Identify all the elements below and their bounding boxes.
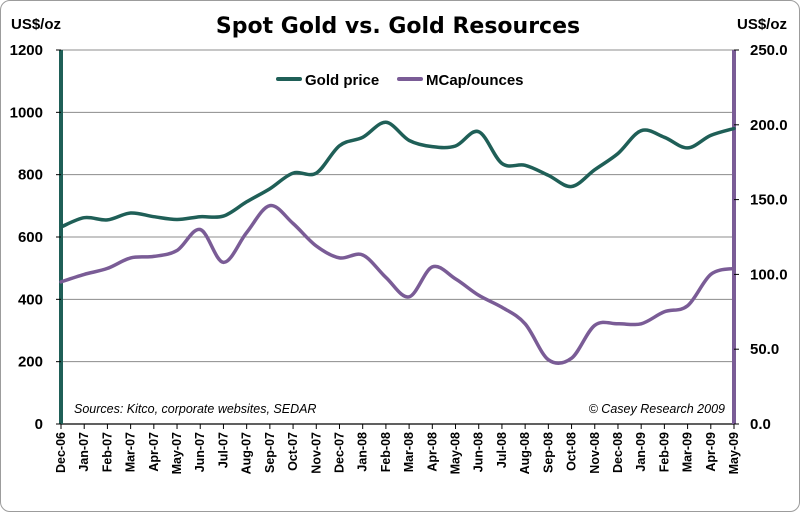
copyright-note: © Casey Research 2009: [589, 402, 725, 416]
y-left-tick-label: 800: [18, 167, 43, 184]
y-left-tick-labels: 0 200 400 600 800 1000 1200: [10, 42, 43, 433]
x-tick-label: Jul-08: [495, 432, 509, 468]
x-tick-label: Jan-07: [77, 432, 91, 472]
x-tick-label: May-09: [727, 432, 741, 474]
x-tick-label: Feb-08: [379, 432, 393, 472]
x-tick-label: Jun-07: [193, 432, 207, 472]
x-tick-label: Jan-08: [356, 432, 370, 472]
chart-title: Spot Gold vs. Gold Resources: [216, 14, 580, 39]
x-tick-label: Dec-06: [54, 432, 68, 473]
legend-label-mcap-ounces: MCap/ounces: [426, 72, 524, 89]
x-tick-label: Feb-09: [657, 432, 671, 472]
y-right-tick-label: 0.0: [750, 416, 771, 433]
y-right-tick-labels: 0.0 50.0 100.0 150.0 200.0 250.0: [750, 42, 788, 433]
x-tick-label: May-08: [449, 432, 463, 474]
x-tick-label: Nov-07: [309, 432, 323, 474]
x-tick-label: Sep-08: [541, 432, 555, 473]
x-tick-label: Jun-08: [472, 432, 486, 472]
y-left-tick-label: 200: [18, 354, 43, 371]
x-tick-label: Oct-08: [565, 432, 579, 471]
y-right-tick-label: 200.0: [750, 117, 788, 134]
y-right-tick-label: 150.0: [750, 192, 788, 209]
x-tick-label: Aug-08: [518, 432, 532, 474]
series-lines: [59, 120, 736, 365]
x-tick-label: Oct-07: [286, 432, 300, 471]
y-left-tick-label: 600: [18, 229, 43, 246]
x-tick-label: Nov-08: [588, 432, 602, 474]
series-line-gold-price: [59, 120, 736, 229]
y-left-tick-label: 400: [18, 291, 43, 308]
axes: [56, 49, 739, 429]
x-tick-label: Sep-07: [263, 432, 277, 473]
x-tick-label: Apr-09: [704, 432, 718, 472]
x-tick-label: Apr-07: [147, 432, 161, 472]
x-tick-label: May-07: [170, 432, 184, 474]
x-tick-label: Mar-07: [124, 432, 138, 472]
sources-note: Sources: Kitco, corporate websites, SEDA…: [74, 402, 316, 416]
x-tick-label: Jul-07: [216, 432, 230, 468]
x-tick-label: Mar-08: [402, 432, 416, 472]
y-left-axis-label: US$/oz: [11, 16, 61, 33]
gridlines: [61, 49, 734, 363]
y-right-tick-label: 50.0: [750, 341, 779, 358]
y-right-tick-label: 100.0: [750, 266, 788, 283]
legend-label-gold-price: Gold price: [305, 72, 379, 89]
y-right-axis-label: US$/oz: [737, 16, 787, 33]
x-tick-label: Jan-09: [634, 432, 648, 472]
x-tick-label: Feb-07: [100, 432, 114, 472]
legend: Gold price MCap/ounces: [276, 72, 524, 89]
y-left-tick-label: 1200: [10, 42, 43, 59]
x-tick-label: Aug-07: [240, 432, 254, 474]
y-right-tick-label: 250.0: [750, 42, 788, 59]
series-line-mcap-ounces: [59, 203, 736, 365]
x-tick-label: Dec-08: [611, 432, 625, 473]
x-tick-label: Apr-08: [425, 432, 439, 472]
x-tick-labels: Dec-06 Jan-07 Feb-07 Mar-07 Apr-07 May-07 Jun-…: [54, 432, 741, 474]
x-tick-label: Mar-09: [681, 432, 695, 472]
y-left-tick-label: 1000: [10, 104, 43, 121]
x-tick-label: Dec-07: [332, 432, 346, 473]
y-left-tick-label: 0: [35, 416, 43, 433]
